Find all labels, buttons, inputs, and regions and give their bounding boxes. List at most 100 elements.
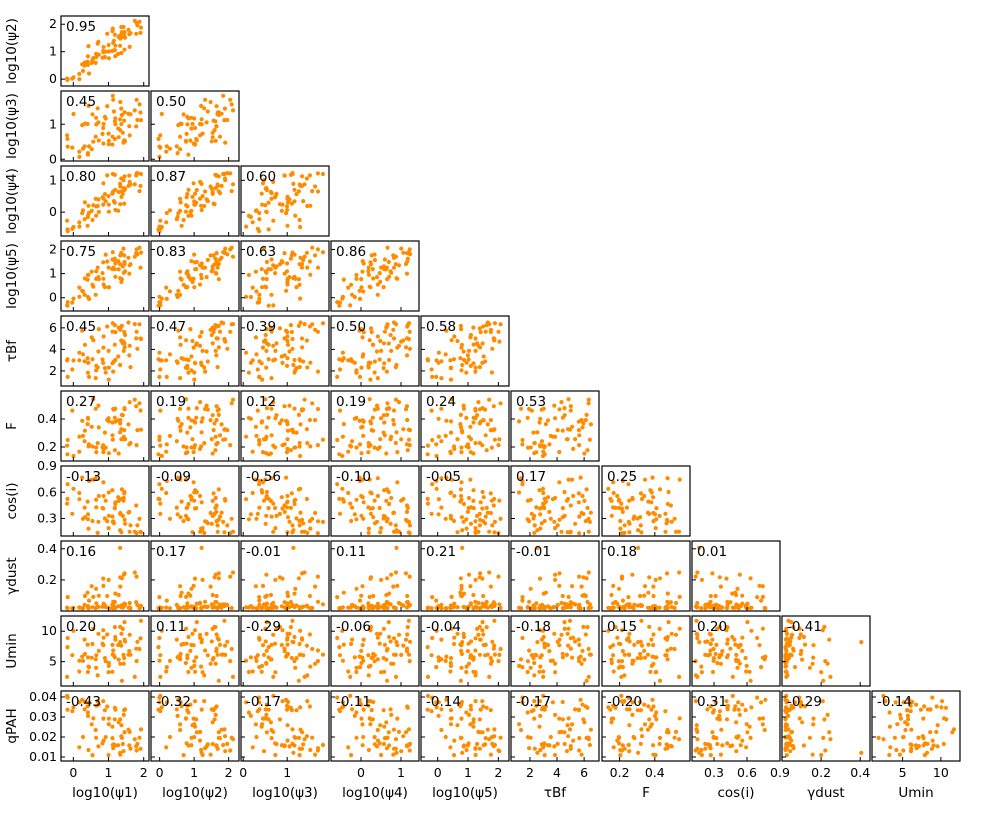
scatter-point	[181, 282, 186, 287]
scatter-point	[266, 303, 271, 308]
scatter-point	[123, 269, 128, 274]
scatter-point	[119, 338, 124, 343]
scatter-point	[293, 665, 298, 670]
scatter-point	[387, 501, 392, 507]
scatter-point	[429, 408, 434, 413]
scatter-point	[157, 658, 162, 663]
scatter-point	[630, 497, 635, 502]
scatter-point	[626, 652, 631, 657]
scatter-point	[110, 514, 115, 519]
scatter-point	[118, 202, 123, 207]
scatter-point	[583, 632, 588, 637]
scatter-point	[119, 631, 124, 636]
scatter-point	[366, 365, 371, 370]
scatter-point	[611, 480, 616, 485]
scatter-point	[65, 443, 70, 448]
scatter-point	[528, 586, 533, 591]
scatter-point	[132, 737, 137, 742]
scatter-point	[449, 594, 454, 600]
scatter-point	[653, 526, 658, 531]
scatter-point	[881, 737, 886, 742]
scatter-point	[724, 717, 730, 722]
scatter-point	[613, 505, 618, 510]
scatter-point	[77, 700, 82, 705]
scatter-point	[385, 322, 390, 327]
scatter-point	[434, 700, 439, 705]
scatter-point	[263, 203, 268, 208]
scatter-point	[487, 674, 492, 680]
scatter-point	[257, 217, 262, 222]
scatter-point	[122, 341, 127, 346]
scatter-point	[254, 352, 259, 357]
scatter-point	[588, 510, 594, 515]
correlation-label: 0.17	[516, 469, 546, 485]
scatter-point	[492, 530, 497, 535]
scatter-point	[204, 403, 209, 408]
panel-frame	[150, 390, 240, 462]
scatter-point	[118, 33, 123, 38]
correlation-label: 0.31	[697, 694, 727, 710]
scatter-point	[215, 262, 220, 267]
scatter-point	[473, 577, 478, 583]
scatter-point	[394, 750, 399, 755]
scatter-point	[185, 122, 190, 127]
panel-psi5-vs-psi4: 0.86	[330, 240, 420, 312]
correlation-label: -0.56	[246, 469, 281, 485]
scatter-point	[471, 498, 476, 503]
scatter-point	[491, 404, 496, 409]
scatter-point	[784, 753, 789, 758]
scatter-point	[285, 515, 291, 520]
scatter-point	[366, 604, 371, 609]
scatter-point	[717, 717, 722, 722]
scatter-point	[112, 119, 117, 124]
scatter-point	[337, 511, 343, 516]
scatter-point	[669, 519, 674, 524]
scatter-point	[708, 641, 713, 647]
scatter-point	[315, 519, 321, 524]
scatter-point	[577, 736, 582, 741]
scatter-point	[672, 516, 677, 521]
correlation-label: 0.63	[246, 244, 276, 260]
scatter-point	[707, 631, 712, 636]
scatter-point	[176, 288, 181, 293]
scatter-point	[488, 584, 493, 589]
scatter-point	[631, 516, 636, 521]
scatter-point	[110, 250, 115, 255]
scatter-point	[577, 574, 582, 579]
scatter-point	[95, 699, 100, 704]
scatter-point	[539, 637, 545, 642]
scatter-point	[210, 191, 215, 196]
scatter-point	[669, 631, 674, 636]
scatter-point	[520, 598, 525, 603]
scatter-point	[577, 433, 582, 438]
scatter-point	[210, 267, 215, 272]
scatter-point	[382, 488, 387, 493]
scatter-point	[452, 738, 457, 743]
scatter-point	[916, 735, 921, 740]
scatter-point	[759, 665, 764, 670]
panel-tauB-vs-psi1: 0.45	[60, 315, 150, 387]
correlation-label: 0.75	[66, 244, 96, 260]
scatter-point	[651, 584, 656, 589]
scatter-point	[158, 145, 163, 150]
scatter-point	[310, 605, 315, 611]
scatter-point	[588, 605, 594, 610]
scatter-point	[95, 365, 100, 370]
scatter-point	[369, 491, 374, 496]
scatter-point	[490, 428, 495, 433]
scatter-point	[657, 626, 662, 632]
scatter-point	[135, 117, 140, 123]
scatter-point	[609, 592, 614, 598]
correlation-label: 0.24	[426, 394, 456, 410]
scatter-point	[436, 350, 441, 355]
scatter-point	[299, 636, 305, 641]
scatter-point	[304, 496, 309, 502]
scatter-point	[225, 252, 230, 257]
scatter-point	[518, 476, 524, 481]
panel-F-vs-psi3: 0.12	[240, 390, 330, 462]
scatter-point	[208, 184, 213, 189]
scatter-point	[118, 326, 123, 331]
scatter-point	[178, 196, 183, 201]
scatter-point	[209, 521, 214, 526]
scatter-point	[254, 658, 259, 664]
